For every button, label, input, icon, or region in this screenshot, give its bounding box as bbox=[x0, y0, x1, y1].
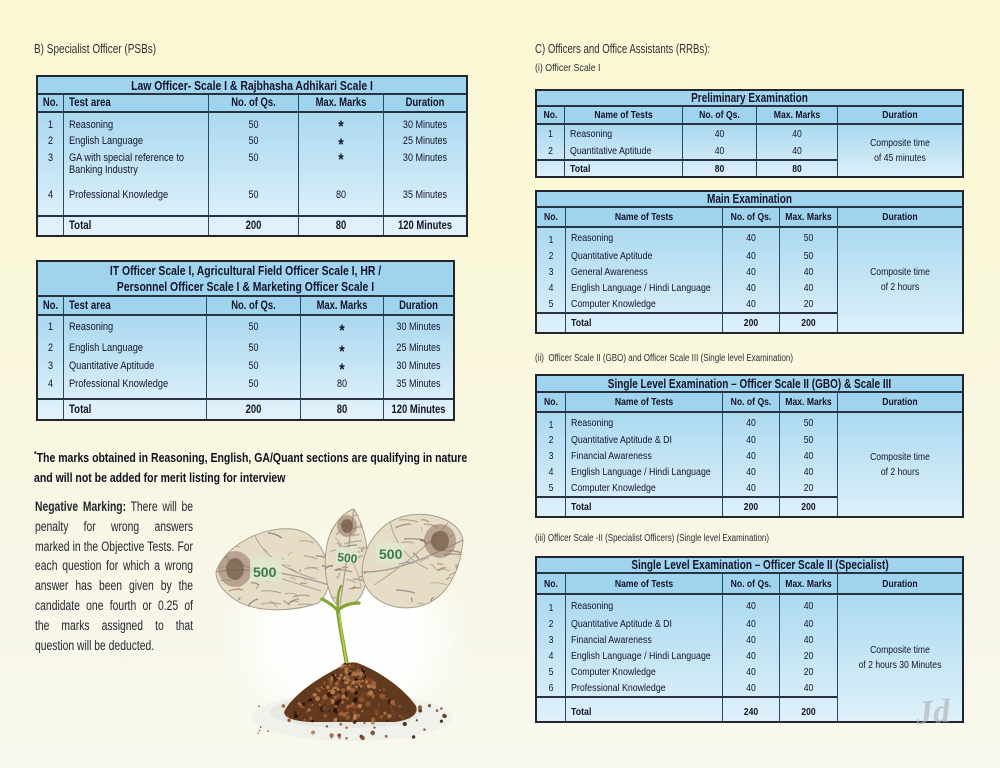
svg-text:500: 500 bbox=[379, 546, 403, 562]
svg-text:500: 500 bbox=[337, 550, 359, 566]
svg-text:500: 500 bbox=[253, 564, 277, 580]
